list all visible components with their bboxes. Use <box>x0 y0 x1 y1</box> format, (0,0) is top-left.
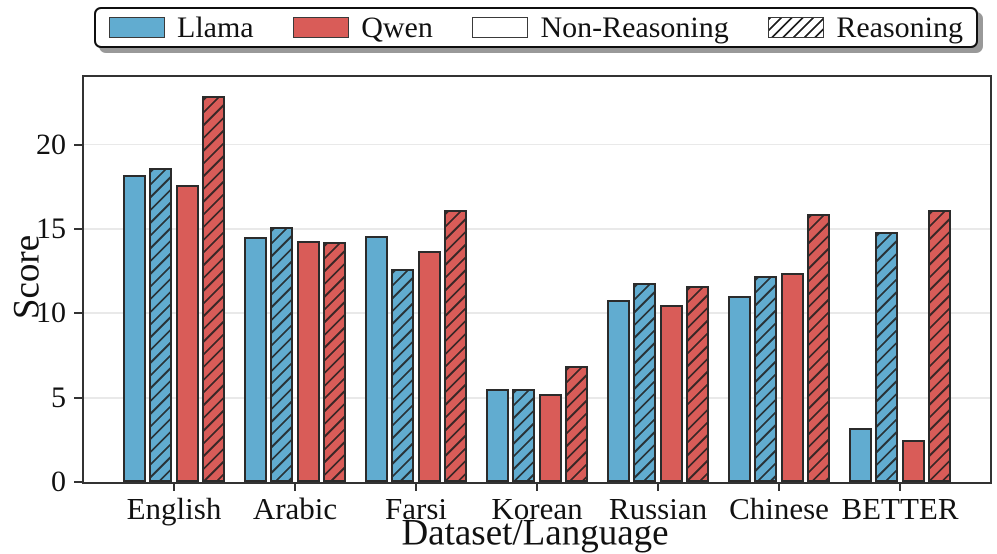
qwen-color-swatch <box>293 17 350 38</box>
bar-llama-non-reasoning-english <box>122 174 146 482</box>
x-tick-label-english: English <box>126 491 222 526</box>
bar-qwen-reasoning-korean <box>565 365 589 482</box>
bar-qwen-non-reasoning-better <box>901 439 925 482</box>
bar-qwen-reasoning-better <box>928 210 952 482</box>
legend-item-reasoning: Reasoning <box>768 10 963 44</box>
bar-qwen-reasoning-chinese <box>807 213 831 482</box>
legend-label-reasoning: Reasoning <box>836 10 963 44</box>
bar-llama-reasoning-english <box>149 168 173 482</box>
gridline-20 <box>84 143 990 146</box>
bar-qwen-reasoning-russian <box>686 286 710 482</box>
y-tick-label-0: 0 <box>51 465 66 498</box>
bar-llama-reasoning-chinese <box>754 276 778 482</box>
y-tick-mark-10 <box>74 312 84 315</box>
bar-llama-non-reasoning-korean <box>485 389 509 482</box>
x-tick-label-arabic: Arabic <box>252 491 338 526</box>
bar-qwen-reasoning-arabic <box>323 242 347 482</box>
bar-llama-reasoning-better <box>875 232 899 482</box>
legend-item-qwen: Qwen <box>293 10 433 44</box>
x-tick-label-korean: Korean <box>491 491 583 526</box>
gridline-5 <box>84 396 990 399</box>
x-tick-mark-better <box>899 482 901 491</box>
bar-llama-reasoning-arabic <box>270 227 294 482</box>
bar-llama-non-reasoning-chinese <box>727 296 751 482</box>
bar-qwen-non-reasoning-korean <box>538 394 562 482</box>
bar-qwen-non-reasoning-farsi <box>417 250 441 482</box>
y-tick-label-10: 10 <box>36 296 66 330</box>
x-tick-mark-arabic <box>294 482 296 491</box>
bar-qwen-non-reasoning-chinese <box>780 272 804 482</box>
llama-color-swatch <box>109 17 165 38</box>
y-tick-label-5: 5 <box>51 380 66 414</box>
reasoning-hatch-swatch <box>768 17 825 38</box>
bar-qwen-non-reasoning-arabic <box>296 240 320 482</box>
bar-llama-non-reasoning-farsi <box>364 235 388 482</box>
x-tick-label-russian: Russian <box>608 491 708 526</box>
y-tick-mark-20 <box>74 143 84 146</box>
x-axis-label: Dataset/Language <box>401 512 669 554</box>
x-tick-mark-farsi <box>415 482 417 491</box>
bar-qwen-non-reasoning-english <box>175 185 199 482</box>
x-tick-label-chinese: Chinese <box>729 491 829 526</box>
x-tick-label-better: BETTER <box>841 491 959 526</box>
bar-qwen-reasoning-english <box>202 95 226 482</box>
x-tick-mark-korean <box>536 482 538 491</box>
y-tick-label-15: 15 <box>36 211 66 245</box>
legend-label-llama: Llama <box>177 10 254 44</box>
legend-item-non-reasoning: Non-Reasoning <box>472 10 729 44</box>
legend-item-llama: Llama <box>109 10 254 44</box>
y-tick-mark-5 <box>74 396 84 399</box>
legend-label-qwen: Qwen <box>361 10 433 44</box>
x-tick-label-farsi: Farsi <box>385 491 447 526</box>
x-tick-mark-english <box>173 482 175 491</box>
bar-llama-reasoning-russian <box>633 282 657 482</box>
y-tick-mark-0 <box>74 481 84 483</box>
x-tick-mark-russian <box>657 482 659 491</box>
plot-area: 0 5 10 15 20 English Arabic Farsi Korean Russian C… <box>36 75 992 524</box>
y-tick-mark-15 <box>74 227 84 230</box>
bar-qwen-non-reasoning-russian <box>659 304 683 482</box>
legend-label-non-reasoning: Non-Reasoning <box>540 10 729 44</box>
legend: Llama Qwen Non-Reasoning Reasoning <box>94 7 978 48</box>
gridline-10 <box>84 312 990 315</box>
bar-llama-reasoning-korean <box>512 389 536 482</box>
bar-llama-non-reasoning-arabic <box>243 237 267 482</box>
bar-llama-non-reasoning-better <box>848 428 872 482</box>
gridline-15 <box>84 227 990 230</box>
bar-llama-non-reasoning-russian <box>606 299 630 482</box>
x-tick-mark-chinese <box>778 482 780 491</box>
y-tick-label-20: 20 <box>36 127 66 161</box>
bar-llama-reasoning-farsi <box>391 269 415 482</box>
non-reasoning-swatch <box>472 17 529 38</box>
bar-qwen-reasoning-farsi <box>444 210 468 482</box>
